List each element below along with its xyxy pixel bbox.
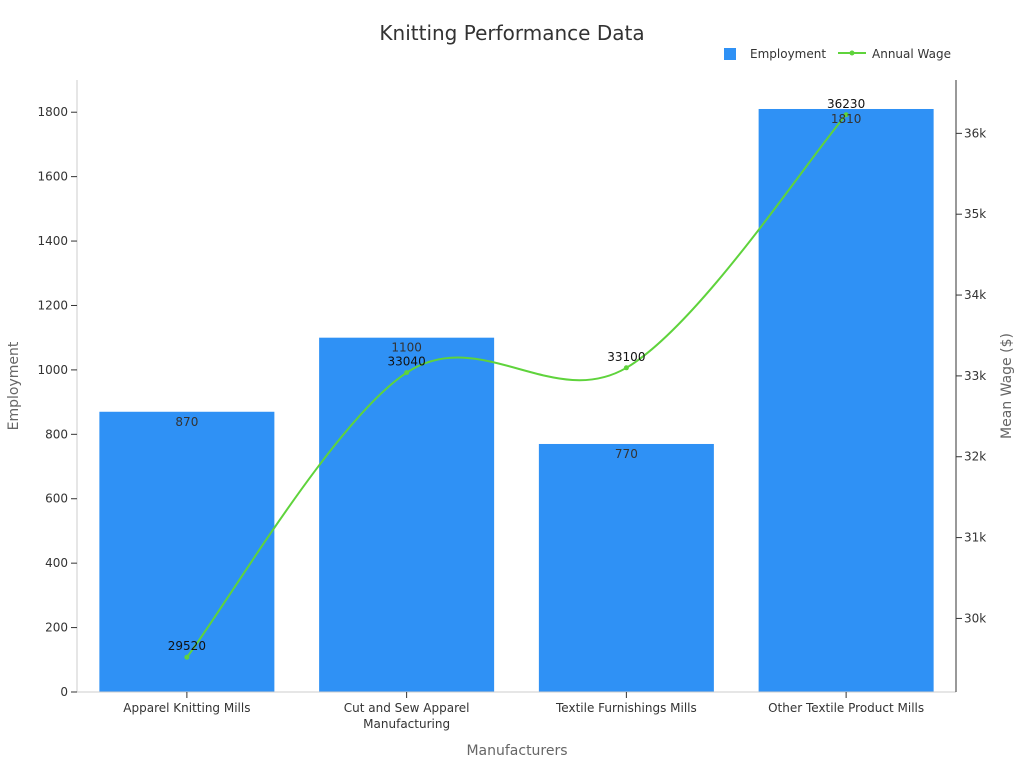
data-labels: 870 1100 770 1810 29520 33040 33100 36230	[168, 97, 865, 653]
y2-tick-label: 36k	[964, 126, 986, 140]
wage-point-1	[184, 654, 190, 660]
y-tick-label: 1400	[37, 234, 68, 248]
x-axis-title: Manufacturers	[466, 743, 567, 759]
legend: Employment Annual Wage	[724, 47, 951, 61]
wage-value-label: 33040	[388, 355, 426, 369]
y-tick-label: 200	[45, 621, 68, 635]
x-tick-label: Textile Furnishings Mills	[555, 701, 697, 715]
legend-wage-marker	[849, 50, 855, 56]
line-series	[184, 112, 849, 660]
x-tick-label: Apparel Knitting Mills	[123, 701, 250, 715]
axes: 0 200 400 600 800 1000 1200 1400 1600 1800 30k 31k 3…	[37, 80, 986, 731]
y2-tick-label: 31k	[964, 531, 986, 545]
y-axis-title: Employment	[6, 341, 22, 430]
bar-value-label: 1100	[391, 341, 422, 355]
bar-3	[538, 443, 714, 692]
y-tick-label: 1200	[37, 298, 68, 312]
legend-wage-label: Annual Wage	[872, 47, 951, 61]
y2-tick-label: 30k	[964, 611, 986, 625]
y-tick-label: 1600	[37, 170, 68, 184]
legend-employment-swatch	[724, 48, 736, 60]
bar-value-label: 870	[175, 415, 198, 429]
bar-1	[99, 411, 275, 692]
bar-value-label: 770	[615, 447, 638, 461]
x-tick-label: Other Textile Product Mills	[768, 701, 924, 715]
y-tick-label: 400	[45, 556, 68, 570]
wage-line	[186, 114, 847, 658]
chart-title: Knitting Performance Data	[379, 21, 644, 45]
y2-tick-label: 34k	[964, 288, 986, 302]
y-tick-label: 1800	[37, 105, 68, 119]
y2-tick-label: 35k	[964, 207, 986, 221]
y-tick-label: 1000	[37, 363, 68, 377]
y-tick-label: 800	[45, 427, 68, 441]
y-tick-label: 600	[45, 492, 68, 506]
y-tick-label: 0	[60, 685, 68, 699]
wage-point-4	[843, 112, 849, 118]
bar-value-label: 1810	[831, 112, 862, 126]
bar-series	[99, 108, 934, 692]
bar-4	[758, 108, 934, 692]
wage-value-label: 29520	[168, 639, 206, 653]
y2-axis-title: Mean Wage ($)	[999, 333, 1015, 439]
wage-point-3	[623, 365, 629, 371]
wage-value-label: 33100	[607, 350, 645, 364]
wage-value-label: 36230	[827, 97, 865, 111]
y2-tick-label: 33k	[964, 369, 986, 383]
legend-employment-label: Employment	[750, 47, 826, 61]
y2-tick-label: 32k	[964, 450, 986, 464]
wage-point-2	[404, 370, 410, 376]
bar-2	[319, 337, 495, 692]
x-tick-label: Cut and Sew Apparel Manufacturing	[344, 701, 470, 731]
